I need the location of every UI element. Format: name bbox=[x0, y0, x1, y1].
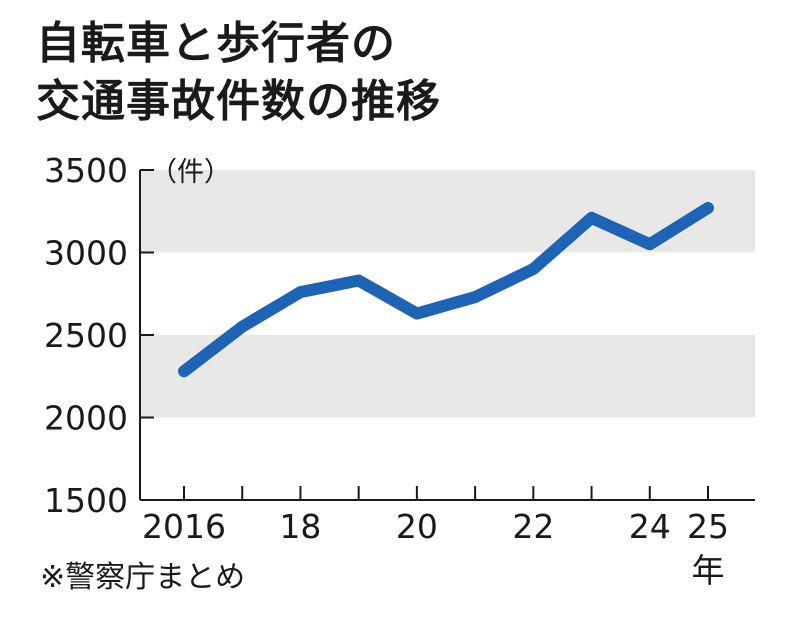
band-2000-2500 bbox=[140, 335, 755, 418]
chart-title-line1: 自転車と歩行者の bbox=[36, 18, 396, 69]
y-tick-label-3000: 3000 bbox=[44, 234, 128, 273]
x-tick-label-18: 18 bbox=[279, 507, 321, 546]
x-tick-label-22: 22 bbox=[512, 507, 554, 546]
y-tick-label-2500: 2500 bbox=[44, 316, 128, 355]
x-tick-label-2016: 2016 bbox=[142, 507, 226, 546]
chart-title-line2: 交通事故件数の推移 bbox=[36, 76, 441, 127]
series-line-0 bbox=[178, 201, 714, 378]
y-tick-label-2000: 2000 bbox=[44, 399, 128, 438]
x-tick-label-25: 25 bbox=[687, 507, 729, 546]
x-tick-label-24: 24 bbox=[629, 507, 671, 546]
x-unit-label: 年 bbox=[692, 551, 725, 590]
x-tick-label-20: 20 bbox=[396, 507, 438, 546]
y-tick-label-1500: 1500 bbox=[44, 481, 128, 520]
source-note: ※警察庁まとめ bbox=[40, 560, 246, 595]
y-unit-label: （件） bbox=[150, 157, 231, 188]
y-tick-label-3500: 3500 bbox=[44, 151, 128, 190]
